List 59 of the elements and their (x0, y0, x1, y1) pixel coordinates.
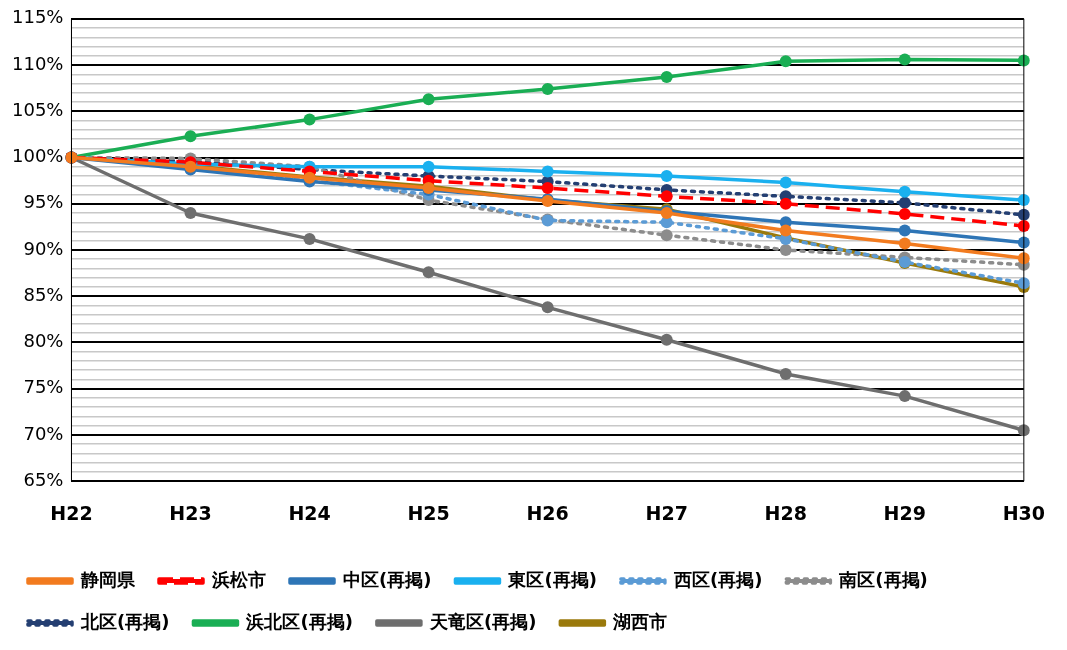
point (541, 165, 554, 178)
point (898, 196, 911, 209)
point (303, 113, 316, 126)
point (541, 83, 554, 96)
point (660, 333, 673, 346)
point (422, 160, 435, 173)
point (184, 207, 197, 220)
point (779, 176, 792, 189)
point (422, 266, 435, 279)
point (660, 170, 673, 183)
point (898, 185, 911, 198)
point (541, 182, 554, 195)
point (898, 237, 911, 250)
legend-label: 東区(再掲) (507, 568, 597, 590)
y-tick-label: 80% (23, 330, 64, 352)
legend-label: 中区(再掲) (343, 568, 432, 590)
y-tick-label: 75% (23, 376, 64, 398)
point (660, 190, 673, 203)
y-tick-label: 95% (23, 191, 64, 213)
y-tick-label: 65% (23, 468, 64, 490)
point (898, 390, 911, 403)
y-tick-label: 85% (23, 283, 64, 305)
y-tick-label: 70% (23, 422, 64, 444)
y-tick-label: 90% (23, 237, 64, 259)
y-tick-label: 110% (11, 52, 64, 74)
x-tick-label: H27 (645, 501, 688, 524)
y-tick-label: 115% (11, 6, 64, 28)
legend-label: 浜松市 (211, 568, 266, 590)
legend-label: 静岡県 (80, 568, 136, 590)
x-tick-label: H26 (526, 501, 569, 524)
point (898, 53, 911, 66)
x-tick-label: H25 (407, 501, 450, 524)
point (660, 71, 673, 84)
y-tick-label: 105% (11, 98, 64, 120)
legend-label: 天竜区(再掲) (428, 610, 537, 632)
point (779, 55, 792, 68)
point (898, 224, 911, 237)
legend-label: 南区(再掲) (838, 568, 928, 590)
point (779, 197, 792, 210)
y-tick-label: 100% (11, 145, 64, 167)
point (422, 93, 435, 106)
x-tick-label: H29 (883, 501, 926, 524)
x-tick-label: H23 (169, 501, 212, 524)
point (541, 301, 554, 314)
point (779, 244, 792, 256)
x-tick-label: H28 (764, 501, 807, 524)
legend-label: 西区(再掲) (672, 568, 763, 590)
legend-label: 湖西市 (612, 610, 668, 632)
point (779, 224, 792, 237)
point (184, 130, 197, 143)
x-tick-label: H22 (50, 501, 93, 524)
point (779, 367, 792, 380)
point (898, 207, 911, 220)
point (660, 229, 673, 242)
x-tick-label: H24 (288, 501, 331, 524)
x-tick-label: H30 (1002, 501, 1045, 524)
legend-label: 浜北区(再掲) (245, 610, 353, 632)
legend-label: 北区(再掲) (80, 610, 170, 632)
point (303, 232, 316, 245)
